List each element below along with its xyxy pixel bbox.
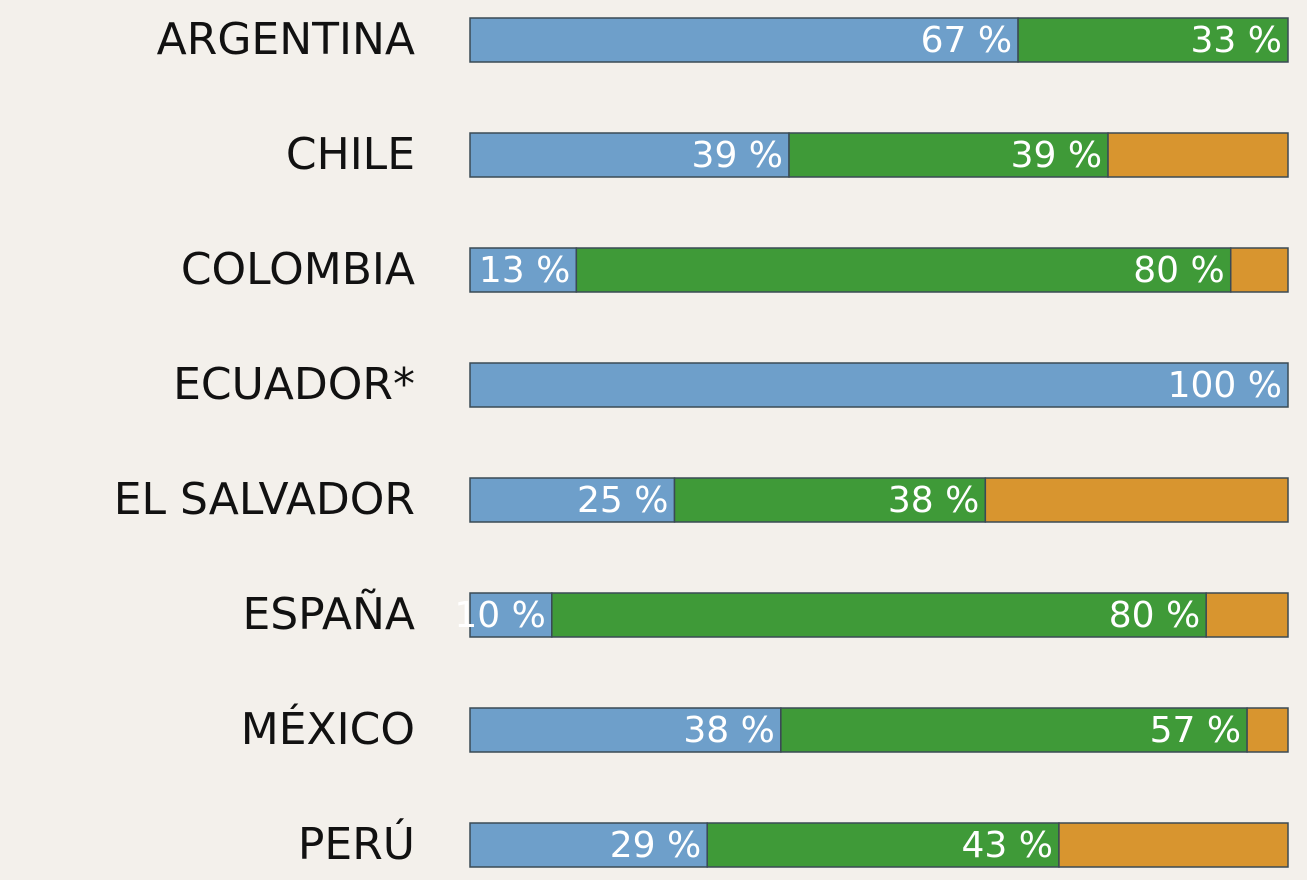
bar-segment <box>1058 822 1289 868</box>
bar-segment <box>469 592 553 638</box>
bar-segment <box>1246 707 1289 753</box>
category-label: PERÚ <box>298 817 415 870</box>
value-label: 33 % <box>1191 20 1282 61</box>
bar-segment <box>780 707 1248 753</box>
value-label: 29 % <box>610 825 701 866</box>
bar-segment <box>469 247 578 293</box>
value-label: 57 % <box>1150 710 1241 751</box>
bar-segment <box>575 247 1232 293</box>
category-label: ARGENTINA <box>157 14 415 65</box>
bar-segment <box>469 477 676 523</box>
value-label: 39 % <box>1011 135 1102 176</box>
bar-segment <box>469 17 1019 63</box>
value-label: 13 % <box>479 250 570 291</box>
bar-segment <box>673 477 987 523</box>
category-label: COLOMBIA <box>181 244 415 295</box>
bar-segment <box>1107 132 1289 178</box>
value-label: 43 % <box>961 825 1052 866</box>
value-label: 67 % <box>921 20 1012 61</box>
value-label: 10 % <box>454 595 545 636</box>
bar-segment <box>1229 247 1289 293</box>
category-label: ESPAÑA <box>242 588 415 640</box>
value-label: 38 % <box>683 710 774 751</box>
value-label: 80 % <box>1109 595 1200 636</box>
bar-segment <box>469 822 708 868</box>
value-label: 39 % <box>692 135 783 176</box>
category-label: CHILE <box>286 129 415 180</box>
category-label: MÉXICO <box>241 702 415 755</box>
bar-segment <box>706 822 1060 868</box>
bar-segment <box>1017 17 1289 63</box>
value-label: 25 % <box>577 480 668 521</box>
bar-segment <box>984 477 1289 523</box>
bar-segment <box>551 592 1207 638</box>
value-label: 38 % <box>888 480 979 521</box>
bar-segment <box>469 362 1289 408</box>
value-label: 80 % <box>1133 250 1224 291</box>
bar-segment <box>1205 592 1289 638</box>
category-label: ECUADOR* <box>173 359 415 410</box>
bar-segment <box>469 132 790 178</box>
value-label: 100 % <box>1168 365 1282 406</box>
category-label: EL SALVADOR <box>114 474 415 525</box>
